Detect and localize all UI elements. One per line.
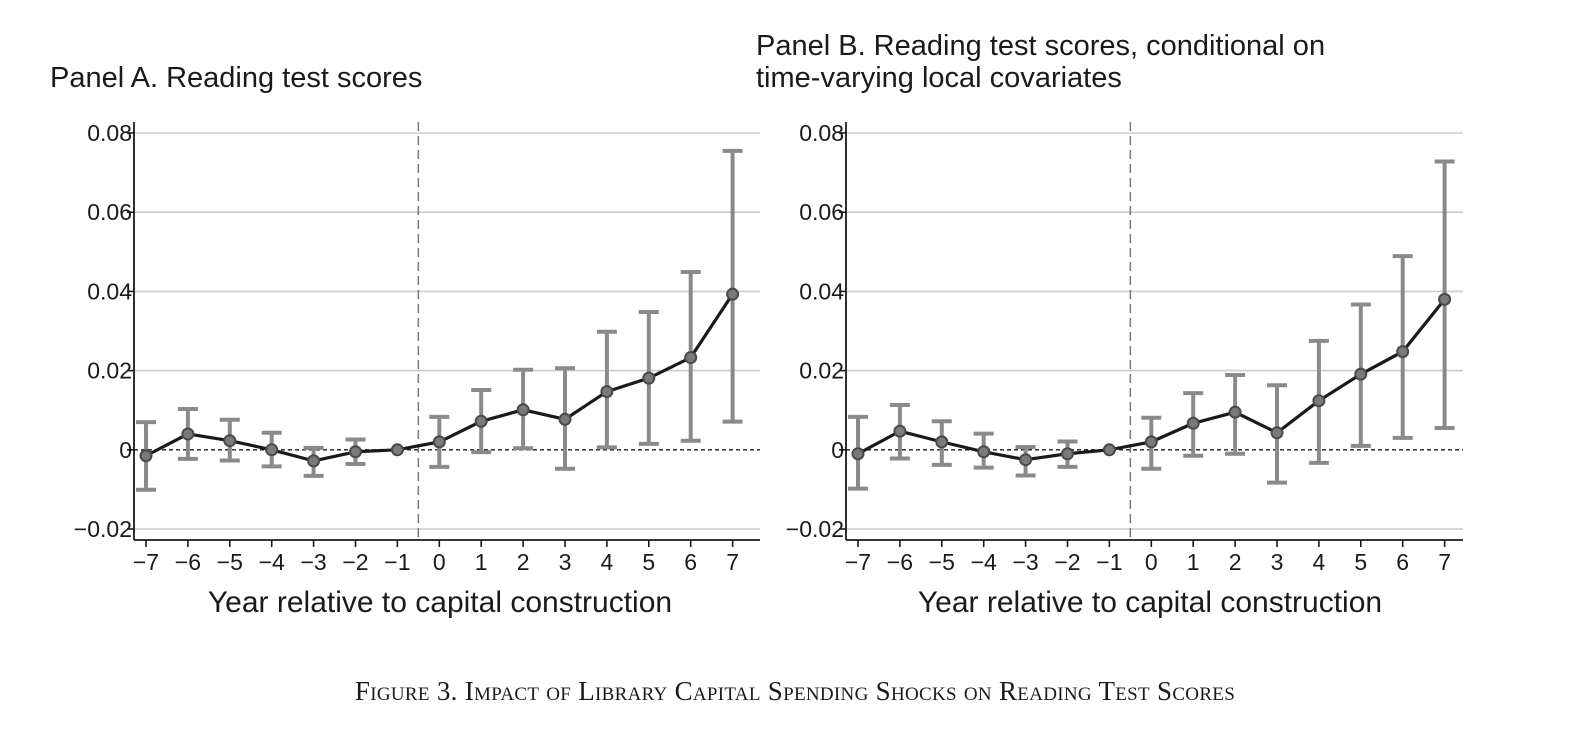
panel-a-point — [390, 443, 404, 457]
panel-a-x-tick-label: −2 — [342, 549, 368, 575]
panel-a-y-tick-label: 0.02 — [87, 358, 132, 384]
panel-a-title-line-1: Panel A. Reading test scores — [50, 62, 422, 94]
panel-a-point — [139, 449, 153, 463]
panel-b-x-tick-label: 0 — [1145, 549, 1158, 575]
panel-b-x-tick-label: 4 — [1313, 549, 1326, 575]
panel-b-x-tick-label: −5 — [929, 549, 955, 575]
panel-b-x-tick-label: −1 — [1096, 549, 1122, 575]
panel-a-x-tick-label: 1 — [475, 549, 488, 575]
panel-a-y-tick-label: −0.02 — [74, 516, 132, 542]
panel-b-y-tick-label: 0.06 — [799, 199, 844, 225]
panel-a-chart: Panel A. Reading test scores −0.02 0 0.02 0.… — [50, 62, 760, 619]
panel-a-point — [474, 414, 488, 428]
panel-a-point — [600, 385, 614, 399]
panel-b-x-tick-label: −2 — [1054, 549, 1080, 575]
panel-a-x-tick-label: 5 — [642, 549, 655, 575]
panel-a-x-tick-label: 3 — [559, 549, 572, 575]
panel-b-x-tick-label: −3 — [1012, 549, 1038, 575]
panel-a-point — [684, 351, 698, 365]
panel-b-point — [893, 424, 907, 438]
panel-b-y-tick-label: −0.02 — [786, 516, 844, 542]
panel-a-y-tick-label: 0 — [119, 437, 132, 463]
panel-a-x-tick-label: 7 — [726, 549, 739, 575]
panel-b-point — [1438, 292, 1452, 306]
panel-a-point — [307, 454, 321, 468]
panel-b-point — [1354, 367, 1368, 381]
panel-b-x-axis-title: Year relative to capital construction — [918, 586, 1382, 619]
panel-b-x-tick-label: 1 — [1187, 549, 1200, 575]
panel-a-x-tick-label: 0 — [433, 549, 446, 575]
panel-a-x-tick-label: 4 — [601, 549, 614, 575]
panel-a-point — [642, 371, 656, 385]
panel-a-point — [558, 412, 572, 426]
panel-a-x-tick-label: −1 — [384, 549, 410, 575]
panel-b-x-tick-label: 5 — [1354, 549, 1367, 575]
panel-a-point — [432, 435, 446, 449]
panel-a-point — [181, 427, 195, 441]
panel-b-chart: Panel B. Reading test scores, conditiona… — [756, 30, 1463, 619]
panel-a-x-tick-label: −6 — [175, 549, 201, 575]
panel-b-point — [851, 447, 865, 461]
panel-a-x-tick-label: −5 — [217, 549, 243, 575]
panel-b-y-tick-label: 0.08 — [799, 120, 844, 146]
panel-a-point — [726, 287, 740, 301]
panel-b-x-tick-label: −4 — [971, 549, 997, 575]
panel-a-point — [265, 443, 279, 457]
figure-caption: Figure 3. Impact of Library Capital Spen… — [354, 676, 1236, 706]
panel-b-x-tick-label: 7 — [1438, 549, 1451, 575]
panel-b-point — [1186, 416, 1200, 430]
panel-b-y-tick-label: 0 — [831, 437, 844, 463]
panel-b-point — [935, 435, 949, 449]
panel-a-point — [223, 434, 237, 448]
panel-a-x-axis-title: Year relative to capital construction — [208, 586, 672, 619]
panel-b-x-tick-label: −7 — [845, 549, 871, 575]
panel-a-y-tick-label: 0.08 — [87, 120, 132, 146]
panel-b-point — [1312, 394, 1326, 408]
panel-a-point — [516, 403, 530, 417]
panel-b-point — [1061, 447, 1074, 461]
panel-a-point — [349, 445, 362, 459]
panel-a-x-tick-label: −4 — [259, 549, 285, 575]
panel-b-x-tick-label: 2 — [1229, 549, 1242, 575]
panel-a-x-tick-label: −3 — [300, 549, 326, 575]
panel-b-title-line-1: Panel B. Reading test scores, conditiona… — [756, 30, 1325, 62]
panel-a-x-tick-label: 6 — [684, 549, 697, 575]
panel-b-point — [977, 445, 991, 459]
panel-a-y-tick-label: 0.04 — [87, 278, 132, 304]
panel-b-point — [1102, 443, 1116, 457]
panel-b-x-tick-label: 6 — [1396, 549, 1409, 575]
panel-b-point — [1228, 405, 1242, 419]
panel-a-x-tick-label: −7 — [133, 549, 159, 575]
panel-a-y-tick-label: 0.06 — [87, 199, 132, 225]
panel-a-ci-bar — [722, 148, 743, 424]
panel-b-title-line-2: time-varying local covariates — [756, 62, 1122, 94]
panel-a-x-tick-label: 2 — [517, 549, 530, 575]
panel-b-point — [1396, 345, 1410, 359]
panel-b-x-tick-label: −6 — [887, 549, 913, 575]
panel-b-point — [1019, 453, 1033, 467]
panel-b-x-tick-label: 3 — [1271, 549, 1284, 575]
panel-b-point — [1270, 426, 1284, 440]
panel-b-point — [1144, 435, 1158, 449]
panel-b-y-tick-label: 0.04 — [799, 278, 844, 304]
panel-b-y-tick-label: 0.02 — [799, 358, 844, 384]
